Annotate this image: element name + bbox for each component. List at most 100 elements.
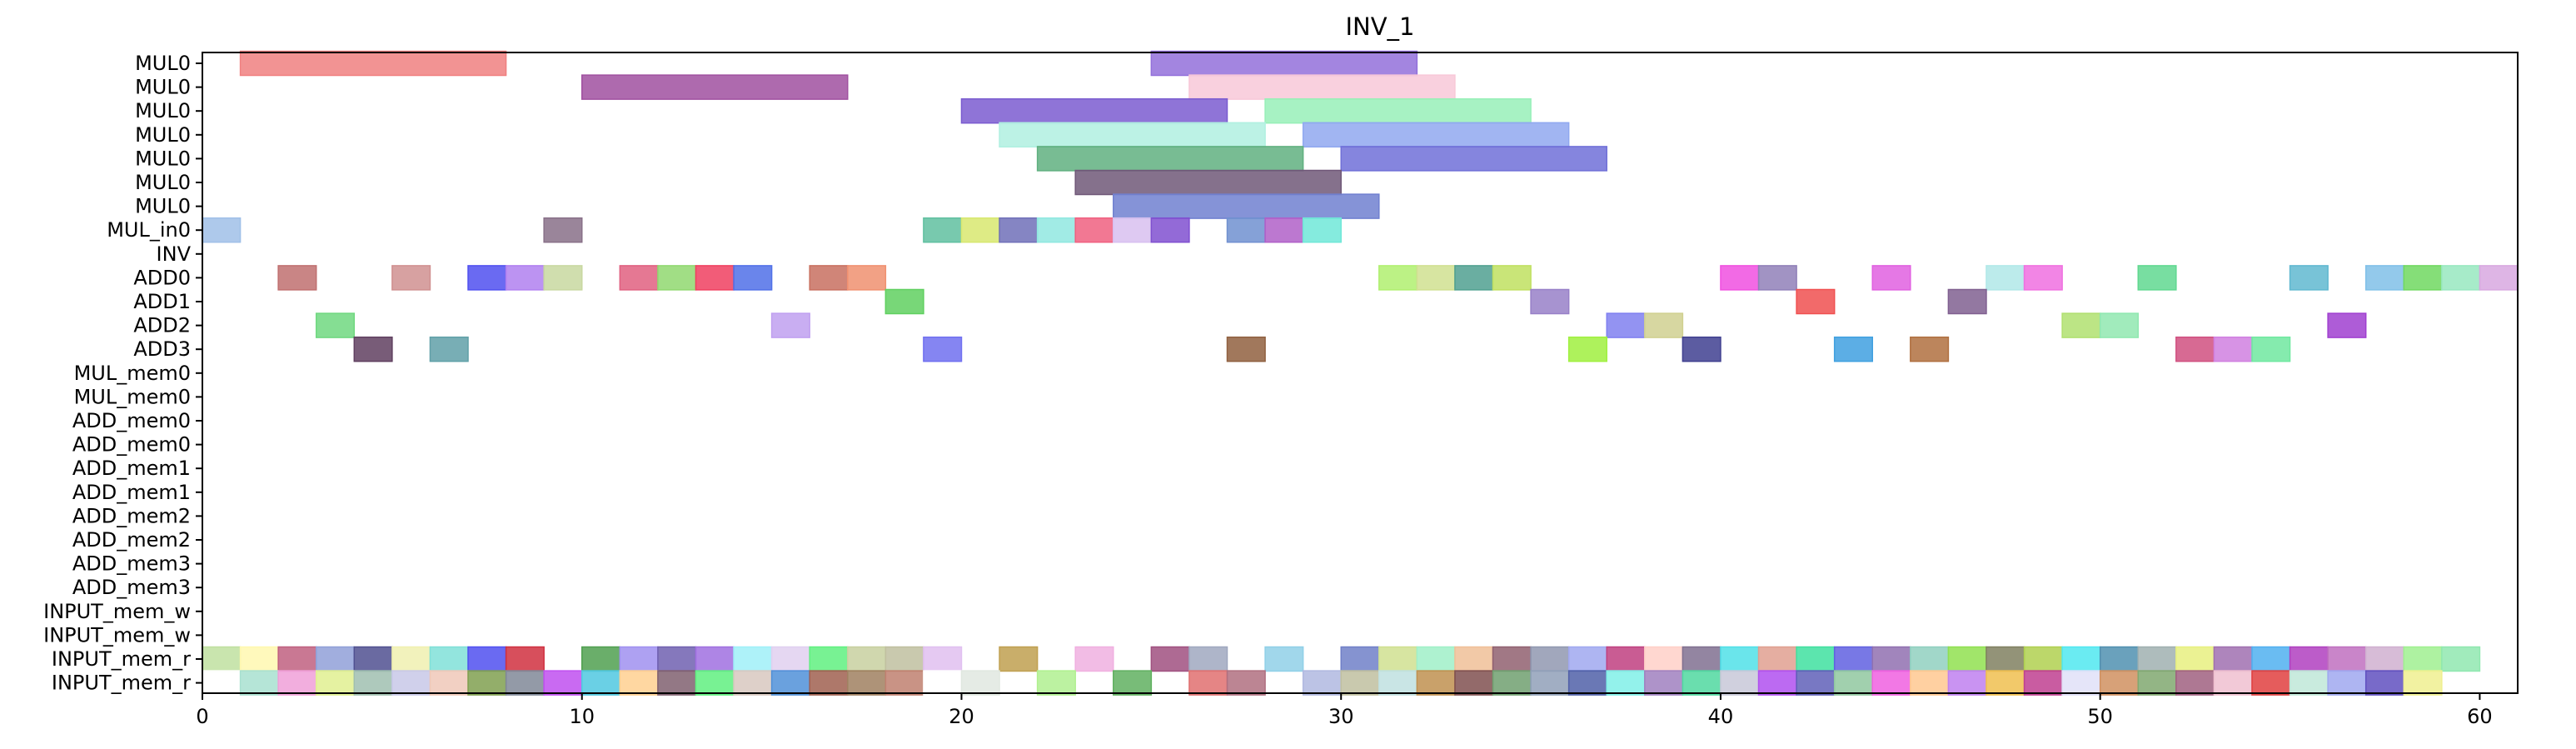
row-label-15: ADD_mem0 xyxy=(72,409,191,432)
x-tick-label-6: 60 xyxy=(2467,705,2493,728)
gantt-bar-51 xyxy=(1530,288,1570,315)
gantt-bar-176 xyxy=(2251,670,2291,696)
gantt-bar-57 xyxy=(1644,312,1684,338)
gantt-bar-56 xyxy=(1606,312,1646,338)
chart-title: INV_1 xyxy=(1345,12,1414,41)
gantt-bar-140 xyxy=(733,670,773,696)
gantt-bar-154 xyxy=(1416,670,1456,696)
gantt-bar-97 xyxy=(1378,646,1418,672)
gantt-bar-43 xyxy=(2023,265,2063,291)
gantt-bar-143 xyxy=(847,670,887,696)
gantt-bar-50 xyxy=(884,288,924,315)
gantt-bar-91 xyxy=(999,646,1039,672)
gantt-bar-105 xyxy=(1682,646,1721,672)
gantt-bar-82 xyxy=(619,646,659,672)
gantt-bar-133 xyxy=(467,670,507,696)
gantt-bar-7 xyxy=(1302,122,1570,148)
gantt-bar-115 xyxy=(2061,646,2101,672)
x-tick-label-0: 0 xyxy=(196,705,208,728)
gantt-bar-126 xyxy=(202,670,242,696)
gantt-bar-147 xyxy=(1036,670,1076,696)
gantt-bar-110 xyxy=(1871,646,1911,672)
gantt-bar-27 xyxy=(505,265,545,291)
row-label-19: ADD_mem2 xyxy=(72,504,191,527)
row-label-10: ADD1 xyxy=(133,290,191,313)
gantt-bar-81 xyxy=(580,646,621,672)
gantt-bar-37 xyxy=(1454,265,1494,291)
gantt-bar-128 xyxy=(277,670,317,696)
gantt-bar-9 xyxy=(1340,146,1607,172)
gantt-bar-60 xyxy=(2327,312,2367,338)
gantt-bar-12 xyxy=(202,217,242,243)
gantt-bar-13 xyxy=(543,217,583,243)
row-label-20: ADD_mem2 xyxy=(72,528,191,552)
gantt-bar-63 xyxy=(923,336,963,362)
gantt-bar-49 xyxy=(2479,265,2519,291)
gantt-bar-70 xyxy=(2213,336,2253,362)
gantt-bar-141 xyxy=(770,670,810,696)
gantt-bar-173 xyxy=(2137,670,2177,696)
gantt-bar-117 xyxy=(2137,646,2177,672)
row-label-25: INPUT_mem_r xyxy=(52,647,191,671)
gantt-bar-78 xyxy=(429,646,469,672)
gantt-bar-53 xyxy=(1947,288,1987,315)
gantt-bar-19 xyxy=(1113,217,1153,243)
gantt-bar-106 xyxy=(1720,646,1760,672)
gantt-bar-152 xyxy=(1340,670,1380,696)
gantt-bar-142 xyxy=(809,670,849,696)
gantt-bar-8 xyxy=(1036,146,1304,172)
gantt-bar-162 xyxy=(1720,670,1760,696)
row-label-17: ADD_mem1 xyxy=(72,457,191,480)
gantt-bar-177 xyxy=(2289,670,2329,696)
gantt-bar-124 xyxy=(2403,646,2443,672)
x-tick-label-1: 10 xyxy=(569,705,595,728)
gantt-bar-103 xyxy=(1606,646,1646,672)
gantt-bar-6 xyxy=(999,122,1266,148)
gantt-bar-164 xyxy=(1796,670,1836,696)
gantt-bar-180 xyxy=(2403,670,2443,696)
gantt-bar-111 xyxy=(1910,646,1950,672)
gantt-bar-34 xyxy=(847,265,887,291)
row-label-23: INPUT_mem_w xyxy=(43,600,191,623)
row-label-13: MUL_mem0 xyxy=(74,362,191,385)
x-axis-ticks: 0 10 20 30 40 50 60 xyxy=(196,693,2493,728)
gantt-bar-76 xyxy=(353,646,393,672)
gantt-bar-41 xyxy=(1871,265,1911,291)
gantt-bar-138 xyxy=(657,670,697,696)
gantt-bar-10 xyxy=(1074,169,1342,196)
gantt-bar-157 xyxy=(1530,670,1570,696)
gantt-bar-17 xyxy=(1036,217,1076,243)
row-label-4: MUL0 xyxy=(135,147,191,170)
gantt-bar-15 xyxy=(960,217,1000,243)
gantt-bar-90 xyxy=(923,646,963,672)
gantt-bar-167 xyxy=(1910,670,1950,696)
gantt-bar-24 xyxy=(277,265,317,291)
x-tick-label-2: 20 xyxy=(949,705,974,728)
gantt-bar-102 xyxy=(1567,646,1607,672)
gantt-bar-156 xyxy=(1492,670,1532,696)
row-label-0: MUL0 xyxy=(135,52,191,75)
gantt-bar-64 xyxy=(1226,336,1266,362)
gantt-bar-39 xyxy=(1720,265,1760,291)
gantt-bar-21 xyxy=(1226,217,1266,243)
gantt-bar-85 xyxy=(733,646,773,672)
gantt-bar-100 xyxy=(1492,646,1532,672)
gantt-bar-153 xyxy=(1378,670,1418,696)
gantt-bar-139 xyxy=(695,670,735,696)
x-tick-label-3: 30 xyxy=(1328,705,1354,728)
gantt-bar-131 xyxy=(391,670,431,696)
gantt-bar-170 xyxy=(2023,670,2063,696)
gantt-bar-171 xyxy=(2061,670,2101,696)
gantt-bar-96 xyxy=(1340,646,1380,672)
gantt-bar-23 xyxy=(1302,217,1342,243)
gantt-bar-118 xyxy=(2175,646,2215,672)
gantt-bar-35 xyxy=(1378,265,1418,291)
gantt-bar-62 xyxy=(429,336,469,362)
gantt-bar-74 xyxy=(277,646,317,672)
row-label-18: ADD_mem1 xyxy=(72,481,191,504)
gantt-bar-58 xyxy=(2061,312,2101,338)
gantt-bar-123 xyxy=(2364,646,2405,672)
row-labels: MUL0MUL0MUL0MUL0MUL0MUL0MUL0MUL_in0INVAD… xyxy=(43,52,202,695)
gantt-bar-160 xyxy=(1644,670,1684,696)
gantt-bar-104 xyxy=(1644,646,1684,672)
